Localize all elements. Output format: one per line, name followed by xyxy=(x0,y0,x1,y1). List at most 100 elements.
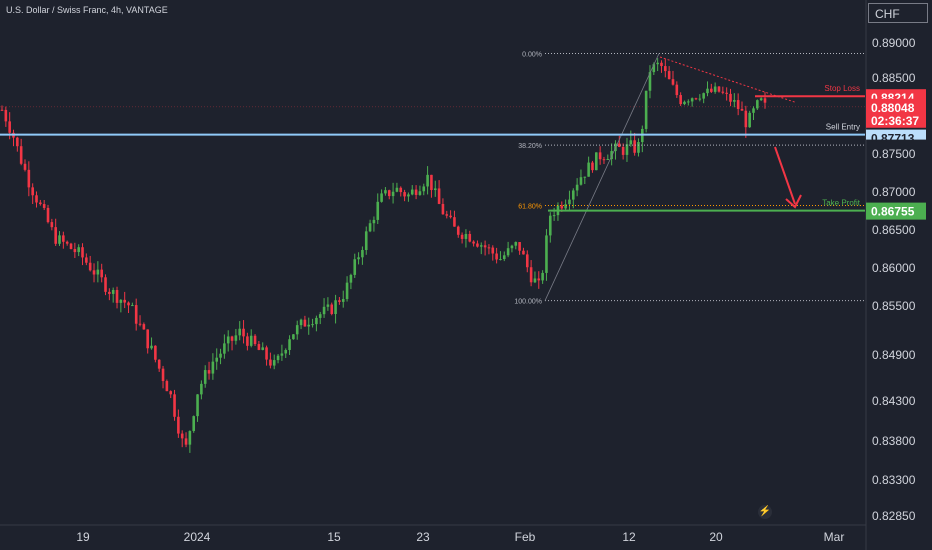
sell-arrow-head-icon xyxy=(785,194,802,209)
candle-body xyxy=(341,299,345,302)
candle-body xyxy=(579,177,583,185)
candle-body xyxy=(652,64,656,73)
candle-body xyxy=(602,159,606,161)
candle-body xyxy=(679,95,682,105)
candle-body xyxy=(8,121,11,133)
candle-body xyxy=(81,247,84,258)
candle-body xyxy=(35,195,38,203)
candle-body xyxy=(698,98,702,100)
tradingview-logo-icon[interactable]: ⚡ xyxy=(758,505,772,519)
time-tick-label: Feb xyxy=(515,530,536,544)
candle-body xyxy=(422,186,426,192)
candle-body xyxy=(203,370,207,384)
fib-trend-line xyxy=(544,53,660,301)
candle-body xyxy=(108,291,111,294)
candle-body xyxy=(541,272,544,281)
candle-body xyxy=(694,98,698,100)
candle-body xyxy=(717,86,721,92)
candle-body xyxy=(487,247,491,249)
time-tick-label: 15 xyxy=(327,530,341,544)
candle-body xyxy=(483,245,487,248)
sell-arrow-shaft xyxy=(774,146,796,205)
candle-body xyxy=(710,88,713,92)
fib-level-label: 100.00% xyxy=(514,299,542,306)
currency-selector[interactable]: CHF xyxy=(868,3,928,23)
candle-body xyxy=(315,317,318,325)
time-tick-label: Mar xyxy=(824,530,845,544)
candle-body xyxy=(157,359,161,369)
candle-body xyxy=(506,248,510,256)
candle-body xyxy=(740,108,744,111)
candle-body xyxy=(62,235,65,242)
candle-body xyxy=(58,235,61,244)
sell-entry-label: Sell Entry xyxy=(826,123,860,132)
price-tick-label: 0.89000 xyxy=(872,36,916,50)
candle-body xyxy=(763,98,767,103)
candle-body xyxy=(756,100,759,109)
candle-body xyxy=(42,204,46,208)
candle-body xyxy=(564,204,567,209)
candle-body xyxy=(338,300,341,302)
candle-body xyxy=(407,194,410,197)
candle-body xyxy=(23,163,27,170)
candle-body xyxy=(276,355,280,361)
candle-body xyxy=(568,199,571,205)
candle-body xyxy=(0,109,4,111)
candle-body xyxy=(299,319,303,326)
candle-body xyxy=(226,336,230,344)
candle-body xyxy=(744,110,748,128)
candle-body xyxy=(660,62,663,67)
candle-body xyxy=(725,92,728,94)
candle-body xyxy=(583,176,587,178)
candle-body xyxy=(177,416,180,434)
candle-body xyxy=(525,254,529,268)
candle-body xyxy=(345,282,349,300)
candle-body xyxy=(445,214,449,216)
candle-body xyxy=(656,62,659,65)
candle-body xyxy=(265,347,268,360)
candle-body xyxy=(629,140,633,145)
candle-body xyxy=(441,203,445,215)
price-tick-label: 0.84900 xyxy=(872,348,916,362)
price-tick-label: 0.86000 xyxy=(872,261,916,275)
candle-body xyxy=(560,205,564,209)
candle-body xyxy=(364,231,368,251)
candle-body xyxy=(326,304,330,307)
candle-body xyxy=(88,262,92,271)
current-price: 02:36:37 xyxy=(871,114,919,128)
candle-body xyxy=(77,247,80,253)
candle-body xyxy=(510,245,514,249)
candle-body xyxy=(165,381,169,392)
candle-body xyxy=(683,101,686,105)
candle-body xyxy=(357,257,360,260)
candle-body xyxy=(702,93,705,99)
fib-level-label: 61.80% xyxy=(518,203,542,210)
current-price-box xyxy=(866,98,926,128)
candle-body xyxy=(633,140,636,153)
candle-body xyxy=(192,416,196,432)
candle-body xyxy=(671,79,675,85)
candle-body xyxy=(269,359,272,366)
candle-body xyxy=(50,222,54,228)
candle-body xyxy=(211,361,215,374)
candle-body xyxy=(403,192,406,197)
candle-body xyxy=(196,394,199,417)
candle-body xyxy=(625,144,629,155)
candle-body xyxy=(368,223,372,232)
candle-body xyxy=(591,162,594,171)
candle-body xyxy=(690,98,694,102)
candle-body xyxy=(476,243,479,247)
candle-body xyxy=(303,319,307,327)
candle-body xyxy=(292,334,295,340)
candle-body xyxy=(529,267,533,283)
candle-body xyxy=(65,241,69,244)
candle-body xyxy=(713,86,717,92)
candle-body xyxy=(46,207,50,223)
candle-body xyxy=(491,247,495,254)
candle-body xyxy=(246,336,249,346)
candle-body xyxy=(644,90,648,129)
candle-body xyxy=(664,66,667,72)
sell-entry-price: 0.87713 xyxy=(871,132,915,146)
